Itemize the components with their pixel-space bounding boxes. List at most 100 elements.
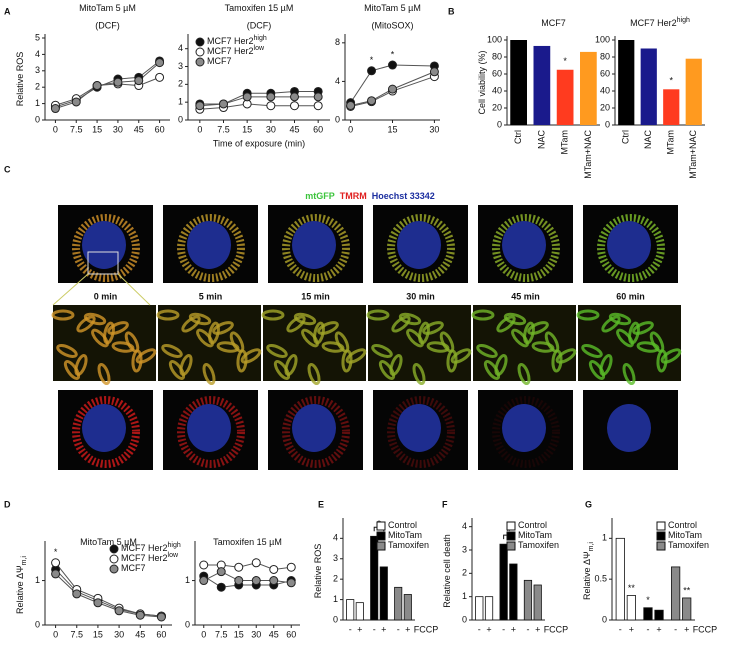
point [156, 612, 166, 622]
legend-label-part: Control [388, 520, 417, 530]
mito [202, 362, 216, 386]
y-axis-label-part: Cell viability (%) [477, 50, 487, 114]
mito [616, 328, 634, 348]
legend-swatch [376, 541, 386, 551]
y-axis-label-part: Relative cell death [442, 534, 452, 608]
zoom-image [156, 305, 262, 386]
y-tick-label: 100 [595, 34, 610, 44]
point [251, 558, 261, 568]
bar [654, 609, 664, 621]
legend-label: Control [668, 520, 697, 530]
mito [544, 331, 560, 353]
mito [476, 344, 498, 358]
bar [346, 599, 355, 621]
mito-ring [387, 214, 455, 282]
significance: * [370, 55, 374, 65]
mito [422, 321, 444, 335]
mito [517, 362, 531, 386]
mito [179, 354, 193, 376]
legend-label-part: MCF7 Her2 [207, 46, 254, 56]
y-axis-label: Relative ROS [313, 544, 323, 599]
x-tick-label: 0 [53, 629, 58, 639]
point [286, 562, 296, 572]
x-axis-label: Time of exposure (min) [62, 643, 154, 645]
point [114, 606, 124, 616]
y-tick-label: 80 [600, 51, 610, 61]
legend-label-part: low [254, 45, 265, 52]
mito [391, 315, 411, 333]
y-tick-label: 1 [462, 591, 467, 601]
x-annotation: FCCP [693, 624, 718, 634]
chart-title-part: MCF7 Her2 [630, 18, 677, 28]
x-tick-label: + [656, 624, 661, 634]
legend-swatch [656, 521, 666, 531]
chart-title-part: high [677, 17, 690, 24]
mito [511, 328, 529, 348]
x-tick-label: 0 [197, 124, 202, 134]
mito [555, 348, 577, 364]
legend-label: MCF7 Her2low [121, 552, 179, 563]
y-tick-label: 0 [497, 119, 502, 129]
channel-name: TMRM [340, 191, 367, 201]
point [155, 58, 165, 68]
chart-title-part: MitoTam 5 µM [80, 537, 137, 547]
micrograph [268, 390, 363, 470]
x-axis-label: Time of exposure (min) [213, 138, 305, 148]
chart-title-part: Tamoxifen 15 µM [225, 3, 294, 13]
zoom-guide [52, 273, 89, 306]
mito [317, 321, 339, 335]
mito [261, 309, 285, 321]
point [51, 569, 61, 579]
y-tick-label: 0 [185, 619, 190, 629]
point [134, 76, 144, 86]
point [50, 104, 60, 114]
y-tick-label: 2 [178, 79, 183, 89]
panel-label: F [442, 499, 448, 509]
y-axis-label-part: Relative ROS [313, 544, 323, 599]
significance: * [669, 76, 673, 86]
x-tick-label: 7.5 [70, 629, 83, 639]
point [313, 101, 323, 111]
y-tick-label: 0 [178, 114, 183, 124]
significance: * [563, 56, 567, 66]
mito [161, 344, 183, 358]
x-tick-label: 45 [135, 629, 145, 639]
bar [556, 69, 574, 125]
y-tick-label: 4 [462, 521, 467, 531]
point [251, 576, 261, 586]
micrograph [583, 390, 678, 470]
x-annotation: FCCP [544, 624, 569, 634]
y-tick-label: 80 [492, 51, 502, 61]
y-tick-label: 20 [600, 102, 610, 112]
mito [135, 348, 157, 364]
legend-label-part: high [168, 542, 181, 549]
bar [484, 596, 494, 621]
x-tick-label: - [674, 624, 677, 634]
bar [643, 607, 653, 621]
x-tick-label: - [502, 624, 505, 634]
y-tick-label: 0 [462, 614, 467, 624]
channel-name: Hoechst 33342 [372, 191, 435, 201]
x-tick-label: 7.5 [70, 124, 83, 134]
mito [229, 331, 245, 353]
legend-label: MCF7 Her2low [207, 45, 265, 56]
mito [212, 321, 234, 335]
zoom-image [471, 305, 577, 386]
x-tick-label: 30 [113, 124, 123, 134]
x-tick-label: - [349, 624, 352, 634]
point [72, 589, 82, 599]
y-tick-label: 20 [492, 102, 502, 112]
legend-label: MCF7 [121, 563, 146, 573]
legend-marker [109, 544, 119, 554]
y-tick-label: 1 [333, 594, 338, 604]
time-label: 5 min [199, 291, 223, 301]
y-tick-label: 4 [333, 533, 338, 543]
x-tick-label: 30 [266, 124, 276, 134]
legend-label-part: Tamoxifen [388, 540, 429, 550]
mito [307, 362, 321, 386]
bar [510, 40, 527, 125]
mito [649, 331, 665, 353]
bar [533, 584, 542, 621]
tmrm-ring [282, 396, 350, 468]
point [113, 77, 123, 87]
